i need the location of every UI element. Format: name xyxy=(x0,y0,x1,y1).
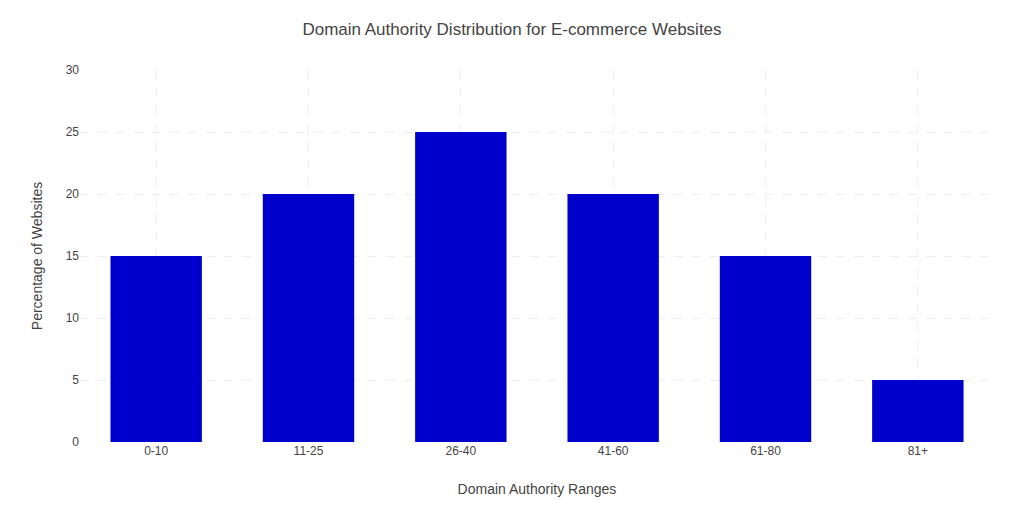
svg-text:0-10: 0-10 xyxy=(144,444,168,458)
svg-text:15: 15 xyxy=(66,249,80,263)
svg-text:Domain Authority Distribution: Domain Authority Distribution for E-comm… xyxy=(302,20,721,39)
svg-text:41-60: 41-60 xyxy=(598,444,629,458)
svg-text:30: 30 xyxy=(66,63,80,77)
svg-text:81+: 81+ xyxy=(908,444,928,458)
svg-text:20: 20 xyxy=(66,187,80,201)
svg-text:Percentage of Websites: Percentage of Websites xyxy=(29,182,45,330)
svg-text:10: 10 xyxy=(66,311,80,325)
svg-text:26-40: 26-40 xyxy=(445,444,476,458)
svg-text:Domain Authority Ranges: Domain Authority Ranges xyxy=(458,481,617,497)
svg-text:0: 0 xyxy=(72,435,79,449)
svg-text:25: 25 xyxy=(66,125,80,139)
svg-text:5: 5 xyxy=(72,373,79,387)
svg-text:61-80: 61-80 xyxy=(750,444,781,458)
svg-text:11-25: 11-25 xyxy=(294,444,324,458)
